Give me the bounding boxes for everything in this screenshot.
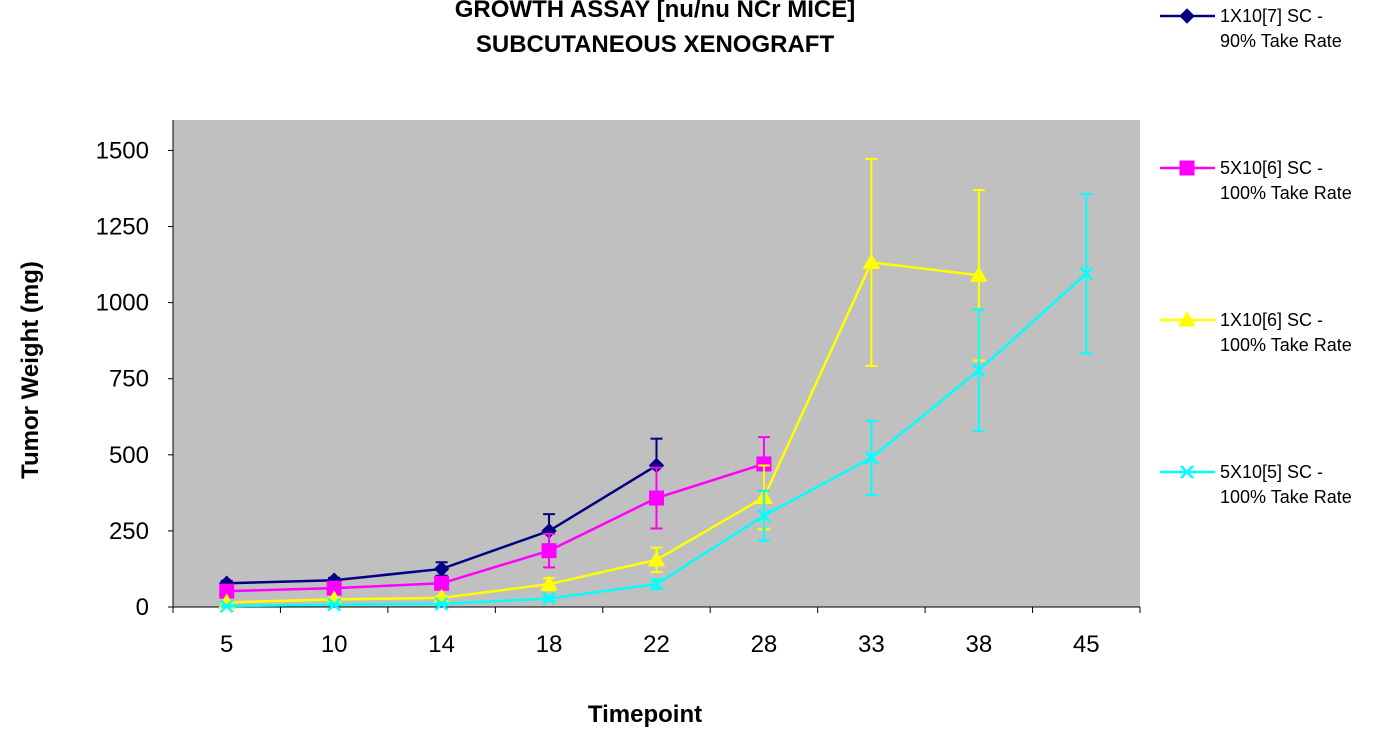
legend-label: 100% Take Rate (1220, 487, 1352, 507)
y-axis-title: Tumor Weight (mg) (17, 261, 44, 479)
data-point (540, 575, 558, 591)
data-point (971, 363, 986, 378)
legend-item-4: 5X10[5] SC - 100% Take Rate (1160, 462, 1352, 507)
x-axis-title: Timepoint (588, 701, 702, 728)
legend-label: 5X10[5] SC - (1220, 462, 1323, 482)
x-tick-label: 14 (428, 631, 455, 658)
marker-stroke (1079, 266, 1094, 281)
y-tick-label: 1000 (96, 290, 149, 317)
y-tick-label: 750 (109, 366, 149, 393)
x-tick-label: 18 (536, 631, 563, 658)
data-point (647, 550, 666, 567)
marker-stroke (864, 450, 879, 465)
legend-marker (1180, 465, 1194, 479)
series-line (226, 462, 765, 593)
series-4 (219, 192, 1094, 613)
data-point (327, 597, 342, 612)
legend-item-1: 1X10[7] SC - 90% Take Rate (1160, 6, 1342, 51)
series-2 (219, 436, 772, 599)
x-tick-label: 10 (321, 631, 348, 658)
legend-label: 90% Take Rate (1220, 31, 1342, 51)
x-tick-label: 38 (965, 631, 992, 658)
marker-stroke (649, 577, 664, 592)
data-point (969, 266, 988, 282)
data-point (219, 599, 234, 613)
legend-label: 1X10[7] SC - (1220, 6, 1323, 26)
legend: 1X10[7] SC - 90% Take Rate 5X10[6] SC - 100… (1160, 6, 1352, 507)
data-point (649, 577, 664, 592)
x-tick-label: 33 (858, 631, 885, 658)
legend-label: 100% Take Rate (1220, 183, 1352, 203)
chart-title-line-2: SUBCUTANEOUS XENOGRAFT (476, 31, 835, 58)
legend-marker (1179, 8, 1195, 24)
legend-label: 100% Take Rate (1220, 335, 1352, 355)
marker-stroke (434, 597, 449, 611)
legend-label: 5X10[6] SC - (1220, 158, 1323, 178)
y-tick-label: 0 (136, 594, 149, 621)
marker-stroke (542, 591, 556, 606)
series-layer (217, 157, 1094, 613)
plot-area (173, 120, 1140, 607)
y-tick-label: 1500 (96, 137, 149, 164)
legend-label: 1X10[6] SC - (1220, 310, 1323, 330)
x-axis: 5 10 14 18 22 28 33 38 45 (172, 606, 1141, 658)
x-tick-label: 45 (1073, 631, 1100, 658)
marker-stroke (327, 597, 342, 612)
data-point (542, 591, 556, 606)
data-point (757, 508, 771, 523)
chart-title-line-1: GROWTH ASSAY [nu/nu NCr MICE] (455, 0, 855, 23)
legend-item-2: 5X10[6] SC - 100% Take Rate (1160, 158, 1352, 203)
data-point (649, 490, 664, 506)
data-point (1079, 266, 1094, 281)
data-point (434, 575, 450, 591)
marker-stroke (971, 363, 986, 378)
marker-stroke (219, 599, 234, 613)
data-point (434, 597, 449, 611)
series-line (226, 261, 979, 604)
series-3 (217, 157, 988, 609)
legend-marker (1179, 160, 1195, 176)
x-tick-label: 22 (643, 631, 670, 658)
marker-stroke (757, 508, 771, 523)
x-tick-label: 5 (220, 631, 233, 658)
data-point (862, 253, 881, 269)
data-point (541, 543, 557, 559)
data-point (864, 450, 879, 465)
y-tick-label: 250 (109, 518, 149, 545)
y-tick-label: 1250 (96, 214, 149, 241)
legend-item-3: 1X10[6] SC - 100% Take Rate (1160, 310, 1352, 355)
x-tick-label: 28 (751, 631, 778, 658)
y-axis: 0 250 500 750 1000 1250 1500 (96, 120, 174, 621)
y-tick-label: 500 (109, 442, 149, 469)
marker-stroke (1180, 465, 1194, 479)
legend-marker (1178, 310, 1196, 327)
